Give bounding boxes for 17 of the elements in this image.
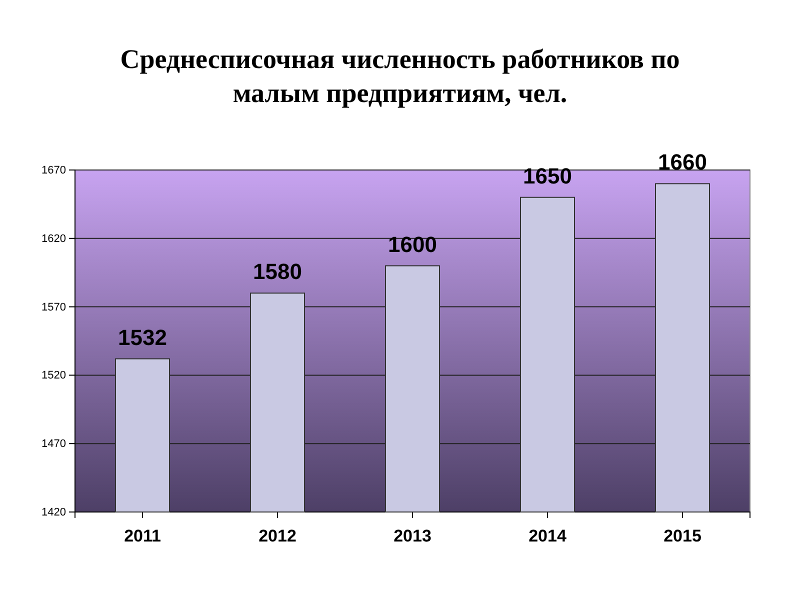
y-tick-label: 1570 [42, 301, 66, 314]
data-label: 1600 [388, 232, 437, 257]
x-tick-label: 2012 [258, 526, 296, 546]
data-label: 1532 [118, 324, 167, 350]
x-tick-label: 2013 [394, 526, 432, 546]
chart-title: Среднесписочная численность работников по малым предприятиям, чел. [120, 44, 680, 108]
data-label: 1660 [658, 150, 707, 175]
y-tick-label: 1520 [42, 370, 66, 382]
x-tick-label: 2014 [528, 526, 567, 546]
y-tick-label: 1670 [42, 164, 66, 177]
x-tick-label: 2015 [664, 526, 702, 546]
data-label: 1650 [523, 163, 572, 188]
y-tick-label: 1620 [42, 232, 66, 245]
data-label: 1580 [253, 259, 302, 284]
y-tick-label: 1420 [42, 506, 66, 519]
x-tick-label: 2011 [124, 526, 161, 546]
y-tick-label: 1470 [42, 438, 66, 450]
